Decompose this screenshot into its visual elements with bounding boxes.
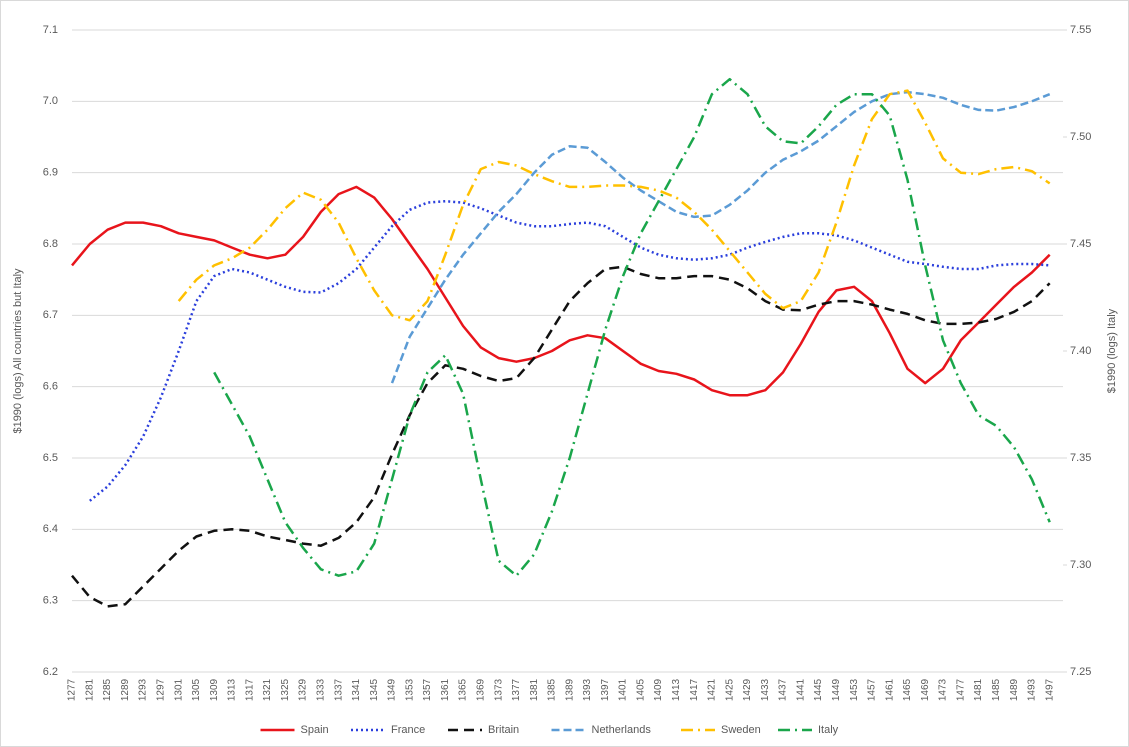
x-tick-label: 1357 bbox=[422, 678, 433, 701]
x-tick-label: 1445 bbox=[813, 678, 824, 701]
x-tick-label: 1481 bbox=[973, 678, 984, 701]
y-tick-label: 6.2 bbox=[43, 666, 58, 678]
legend-label: Netherlands bbox=[592, 724, 652, 736]
y-axis-title: $1990 (logs) All countries but Italy bbox=[12, 268, 24, 434]
legend-label: Spain bbox=[301, 724, 329, 736]
x-tick-label: 1385 bbox=[547, 678, 558, 701]
x-tick-label: 1325 bbox=[280, 678, 291, 701]
y2-tick-label: 7.40 bbox=[1070, 345, 1091, 357]
x-tick-label: 1341 bbox=[351, 678, 362, 701]
x-tick-label: 1429 bbox=[742, 678, 753, 701]
y-tick-label: 6.8 bbox=[43, 238, 58, 250]
y-tick-label: 6.5 bbox=[43, 452, 58, 464]
x-tick-label: 1317 bbox=[244, 678, 255, 701]
x-tick-label: 1329 bbox=[298, 678, 309, 701]
x-tick-label: 1285 bbox=[102, 678, 113, 701]
series-line bbox=[89, 199, 1050, 502]
x-tick-label: 1305 bbox=[191, 678, 202, 701]
y-tick-label: 7.0 bbox=[43, 95, 58, 107]
x-tick-label: 1397 bbox=[600, 678, 611, 701]
x-tick-label: 1477 bbox=[955, 678, 966, 701]
series-line bbox=[71, 265, 1051, 608]
x-tick-label: 1413 bbox=[671, 678, 682, 701]
x-tick-label: 1393 bbox=[582, 678, 593, 701]
x-tick-label: 1453 bbox=[849, 678, 860, 701]
series-line bbox=[177, 89, 1051, 322]
y2-tick-label: 7.50 bbox=[1070, 131, 1091, 143]
x-tick-label: 1465 bbox=[902, 678, 913, 701]
x-tick-label: 1421 bbox=[707, 678, 718, 701]
x-tick-label: 1297 bbox=[156, 678, 167, 701]
x-tick-label: 1293 bbox=[138, 678, 149, 701]
x-tick-label: 1489 bbox=[1009, 678, 1020, 701]
y2-tick-label: 7.35 bbox=[1070, 452, 1091, 464]
x-tick-label: 1373 bbox=[493, 678, 504, 701]
legend-label: Britain bbox=[488, 724, 519, 736]
y2-axis-title: $1990 (logs) Italy bbox=[1106, 308, 1118, 393]
x-tick-label: 1369 bbox=[475, 678, 486, 701]
x-tick-label: 1425 bbox=[724, 678, 735, 701]
y-tick-label: 6.9 bbox=[43, 167, 58, 179]
x-tick-label: 1405 bbox=[635, 678, 646, 701]
x-tick-label: 1457 bbox=[867, 678, 878, 701]
x-tick-label: 1353 bbox=[404, 678, 415, 701]
x-tick-label: 1281 bbox=[84, 678, 95, 701]
x-tick-label: 1485 bbox=[991, 678, 1002, 701]
x-tick-label: 1497 bbox=[1044, 678, 1055, 701]
x-tick-label: 1389 bbox=[564, 678, 575, 701]
x-tick-label: 1437 bbox=[778, 678, 789, 701]
y2-tick-label: 7.30 bbox=[1070, 559, 1091, 571]
x-tick-label: 1417 bbox=[689, 678, 700, 701]
x-tick-label: 1361 bbox=[440, 678, 451, 701]
x-tick-label: 1401 bbox=[618, 678, 629, 701]
y-tick-label: 6.4 bbox=[43, 523, 58, 535]
x-tick-label: 1321 bbox=[262, 678, 273, 701]
x-tick-label: 1309 bbox=[209, 678, 220, 701]
x-tick-label: 1473 bbox=[938, 678, 949, 701]
legend-label: Sweden bbox=[721, 724, 761, 736]
x-tick-label: 1333 bbox=[316, 678, 327, 701]
x-tick-label: 1313 bbox=[227, 678, 238, 701]
x-tick-label: 1381 bbox=[529, 678, 540, 701]
y2-tick-label: 7.45 bbox=[1070, 238, 1091, 250]
x-tick-label: 1277 bbox=[67, 678, 78, 701]
x-tick-label: 1441 bbox=[795, 678, 806, 701]
x-tick-label: 1377 bbox=[511, 678, 522, 701]
x-tick-label: 1345 bbox=[369, 678, 380, 701]
x-tick-label: 1449 bbox=[831, 678, 842, 701]
x-tick-label: 1433 bbox=[760, 678, 771, 701]
y-tick-label: 6.3 bbox=[43, 595, 58, 607]
x-tick-label: 1337 bbox=[333, 678, 344, 701]
y-tick-label: 7.1 bbox=[43, 24, 58, 36]
y2-tick-label: 7.55 bbox=[1070, 24, 1091, 36]
x-tick-label: 1365 bbox=[458, 678, 469, 701]
x-tick-label: 1461 bbox=[884, 678, 895, 701]
legend-label: Italy bbox=[818, 724, 839, 736]
x-tick-label: 1349 bbox=[387, 678, 398, 701]
legend-label: France bbox=[391, 724, 425, 736]
x-tick-label: 1301 bbox=[173, 678, 184, 701]
y-tick-label: 6.6 bbox=[43, 381, 58, 393]
x-tick-label: 1409 bbox=[653, 678, 664, 701]
series-line bbox=[390, 90, 1051, 384]
x-tick-label: 1289 bbox=[120, 678, 131, 701]
y-tick-label: 6.7 bbox=[43, 309, 58, 321]
x-tick-label: 1469 bbox=[920, 678, 931, 701]
y2-tick-label: 7.25 bbox=[1070, 666, 1091, 678]
x-tick-label: 1493 bbox=[1027, 678, 1038, 701]
series-line bbox=[71, 185, 1051, 397]
